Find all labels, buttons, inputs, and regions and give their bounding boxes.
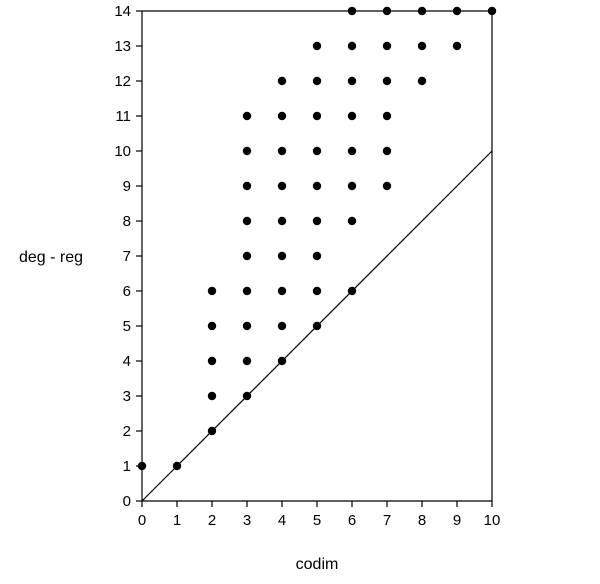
data-point bbox=[452, 41, 462, 51]
y-tick-label: 13 bbox=[114, 38, 131, 55]
data-point bbox=[347, 6, 357, 16]
data-point bbox=[242, 251, 252, 261]
data-point bbox=[277, 321, 287, 331]
y-axis-label: deg - reg bbox=[19, 249, 83, 266]
data-point bbox=[347, 146, 357, 156]
x-axis-ticks: 0 1 2 3 4 5 6 7 8 9 10 bbox=[138, 501, 501, 529]
data-points bbox=[137, 6, 497, 471]
data-point bbox=[312, 41, 322, 51]
data-point bbox=[242, 391, 252, 401]
y-tick-label: 4 bbox=[123, 353, 131, 370]
data-point bbox=[277, 111, 287, 121]
y-tick-label: 9 bbox=[123, 178, 131, 195]
data-point bbox=[242, 146, 252, 156]
x-tick-label: 6 bbox=[348, 512, 356, 529]
x-axis-label: codim bbox=[296, 556, 339, 573]
y-tick-label: 3 bbox=[123, 388, 131, 405]
y-tick-label: 1 bbox=[123, 458, 131, 475]
x-tick-label: 10 bbox=[484, 512, 501, 529]
y-tick-label: 6 bbox=[123, 283, 131, 300]
data-point bbox=[347, 181, 357, 191]
x-tick-label: 7 bbox=[383, 512, 391, 529]
y-tick-label: 12 bbox=[114, 73, 131, 90]
y-tick-label: 7 bbox=[123, 248, 131, 265]
data-point bbox=[312, 181, 322, 191]
x-tick-label: 3 bbox=[243, 512, 251, 529]
data-point bbox=[452, 6, 462, 16]
data-point bbox=[347, 111, 357, 121]
y-tick-label: 2 bbox=[123, 423, 131, 440]
x-tick-label: 9 bbox=[453, 512, 461, 529]
x-tick-label: 0 bbox=[138, 512, 146, 529]
data-point bbox=[312, 251, 322, 261]
data-point bbox=[417, 41, 427, 51]
y-tick-label: 11 bbox=[115, 108, 131, 125]
data-point bbox=[347, 216, 357, 226]
x-tick-label: 5 bbox=[313, 512, 321, 529]
data-point bbox=[312, 111, 322, 121]
data-point bbox=[207, 426, 217, 436]
data-point bbox=[277, 286, 287, 296]
data-point bbox=[382, 111, 392, 121]
x-tick-label: 8 bbox=[418, 512, 426, 529]
data-point bbox=[312, 76, 322, 86]
data-point bbox=[347, 41, 357, 51]
data-point bbox=[312, 146, 322, 156]
data-point bbox=[417, 76, 427, 86]
y-tick-label: 0 bbox=[123, 493, 131, 510]
y-tick-label: 14 bbox=[114, 3, 131, 20]
data-point bbox=[487, 6, 497, 16]
data-point bbox=[207, 356, 217, 366]
data-point bbox=[312, 216, 322, 226]
data-point bbox=[382, 146, 392, 156]
data-point bbox=[382, 76, 392, 86]
data-point bbox=[137, 461, 147, 471]
data-point bbox=[172, 461, 182, 471]
y-tick-label: 10 bbox=[114, 143, 131, 160]
data-point bbox=[242, 181, 252, 191]
y-tick-label: 5 bbox=[123, 318, 131, 335]
x-tick-label: 2 bbox=[208, 512, 216, 529]
data-point bbox=[277, 216, 287, 226]
data-point bbox=[277, 181, 287, 191]
data-point bbox=[277, 76, 287, 86]
x-tick-label: 4 bbox=[278, 512, 286, 529]
data-point bbox=[242, 216, 252, 226]
data-point bbox=[382, 181, 392, 191]
data-point bbox=[207, 286, 217, 296]
y-tick-label: 8 bbox=[123, 213, 131, 230]
data-point bbox=[382, 6, 392, 16]
data-point bbox=[417, 6, 427, 16]
data-point bbox=[312, 321, 322, 331]
data-point bbox=[242, 286, 252, 296]
data-point bbox=[277, 356, 287, 366]
data-point bbox=[312, 286, 322, 296]
data-point bbox=[242, 321, 252, 331]
data-point bbox=[277, 146, 287, 156]
data-point bbox=[347, 76, 357, 86]
data-point bbox=[242, 111, 252, 121]
data-point bbox=[207, 321, 217, 331]
data-point bbox=[382, 41, 392, 51]
x-tick-label: 1 bbox=[173, 512, 181, 529]
data-point bbox=[347, 286, 357, 296]
data-point bbox=[277, 251, 287, 261]
data-point bbox=[242, 356, 252, 366]
data-point bbox=[207, 391, 217, 401]
